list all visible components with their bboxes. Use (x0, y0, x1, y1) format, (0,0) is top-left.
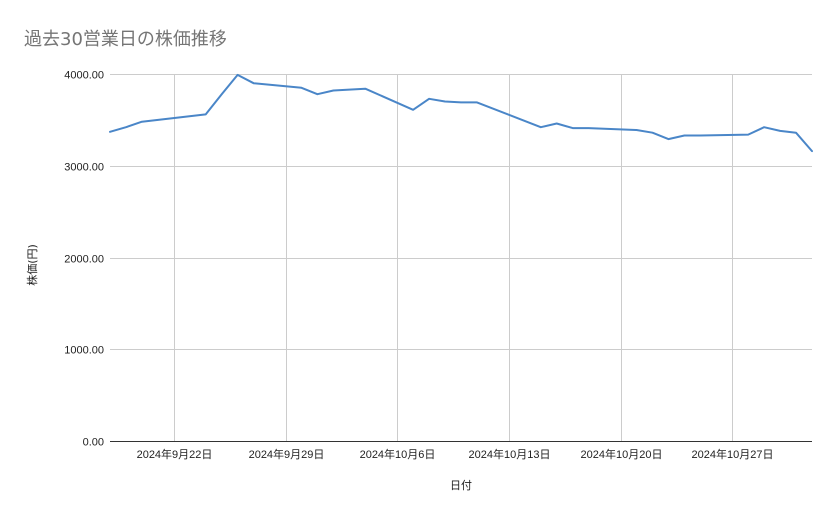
x-gridlines (174, 74, 733, 441)
x-axis-label: 日付 (450, 479, 472, 492)
x-tick-label: 2024年10月13日 (469, 447, 551, 461)
x-tick-label: 2024年10月27日 (692, 447, 774, 461)
x-tick-label: 2024年10月20日 (581, 447, 663, 461)
x-tick-label: 2024年9月29日 (249, 447, 325, 461)
y-gridlines (110, 74, 812, 350)
y-tick-labels: 0.00 1000.00 2000.00 3000.00 4000.00 (64, 70, 104, 449)
x-tick-label: 2024年10月6日 (360, 447, 436, 461)
y-tick-label: 4000.00 (64, 70, 104, 82)
chart-title: 過去30営業日の株価推移 (24, 29, 227, 50)
y-tick-label: 1000.00 (64, 345, 104, 357)
series-group (109, 73, 813, 153)
x-tick-labels: 2024年9月22日 2024年9月29日 2024年10月6日 2024年10月13… (137, 447, 774, 461)
x-tick-label: 2024年9月22日 (137, 447, 213, 461)
y-tick-label: 2000.00 (64, 254, 104, 266)
y-tick-label: 3000.00 (64, 162, 104, 174)
y-axis-label: 株価(円) (25, 244, 39, 286)
y-tick-label: 0.00 (83, 437, 104, 449)
series-line (109, 73, 813, 153)
